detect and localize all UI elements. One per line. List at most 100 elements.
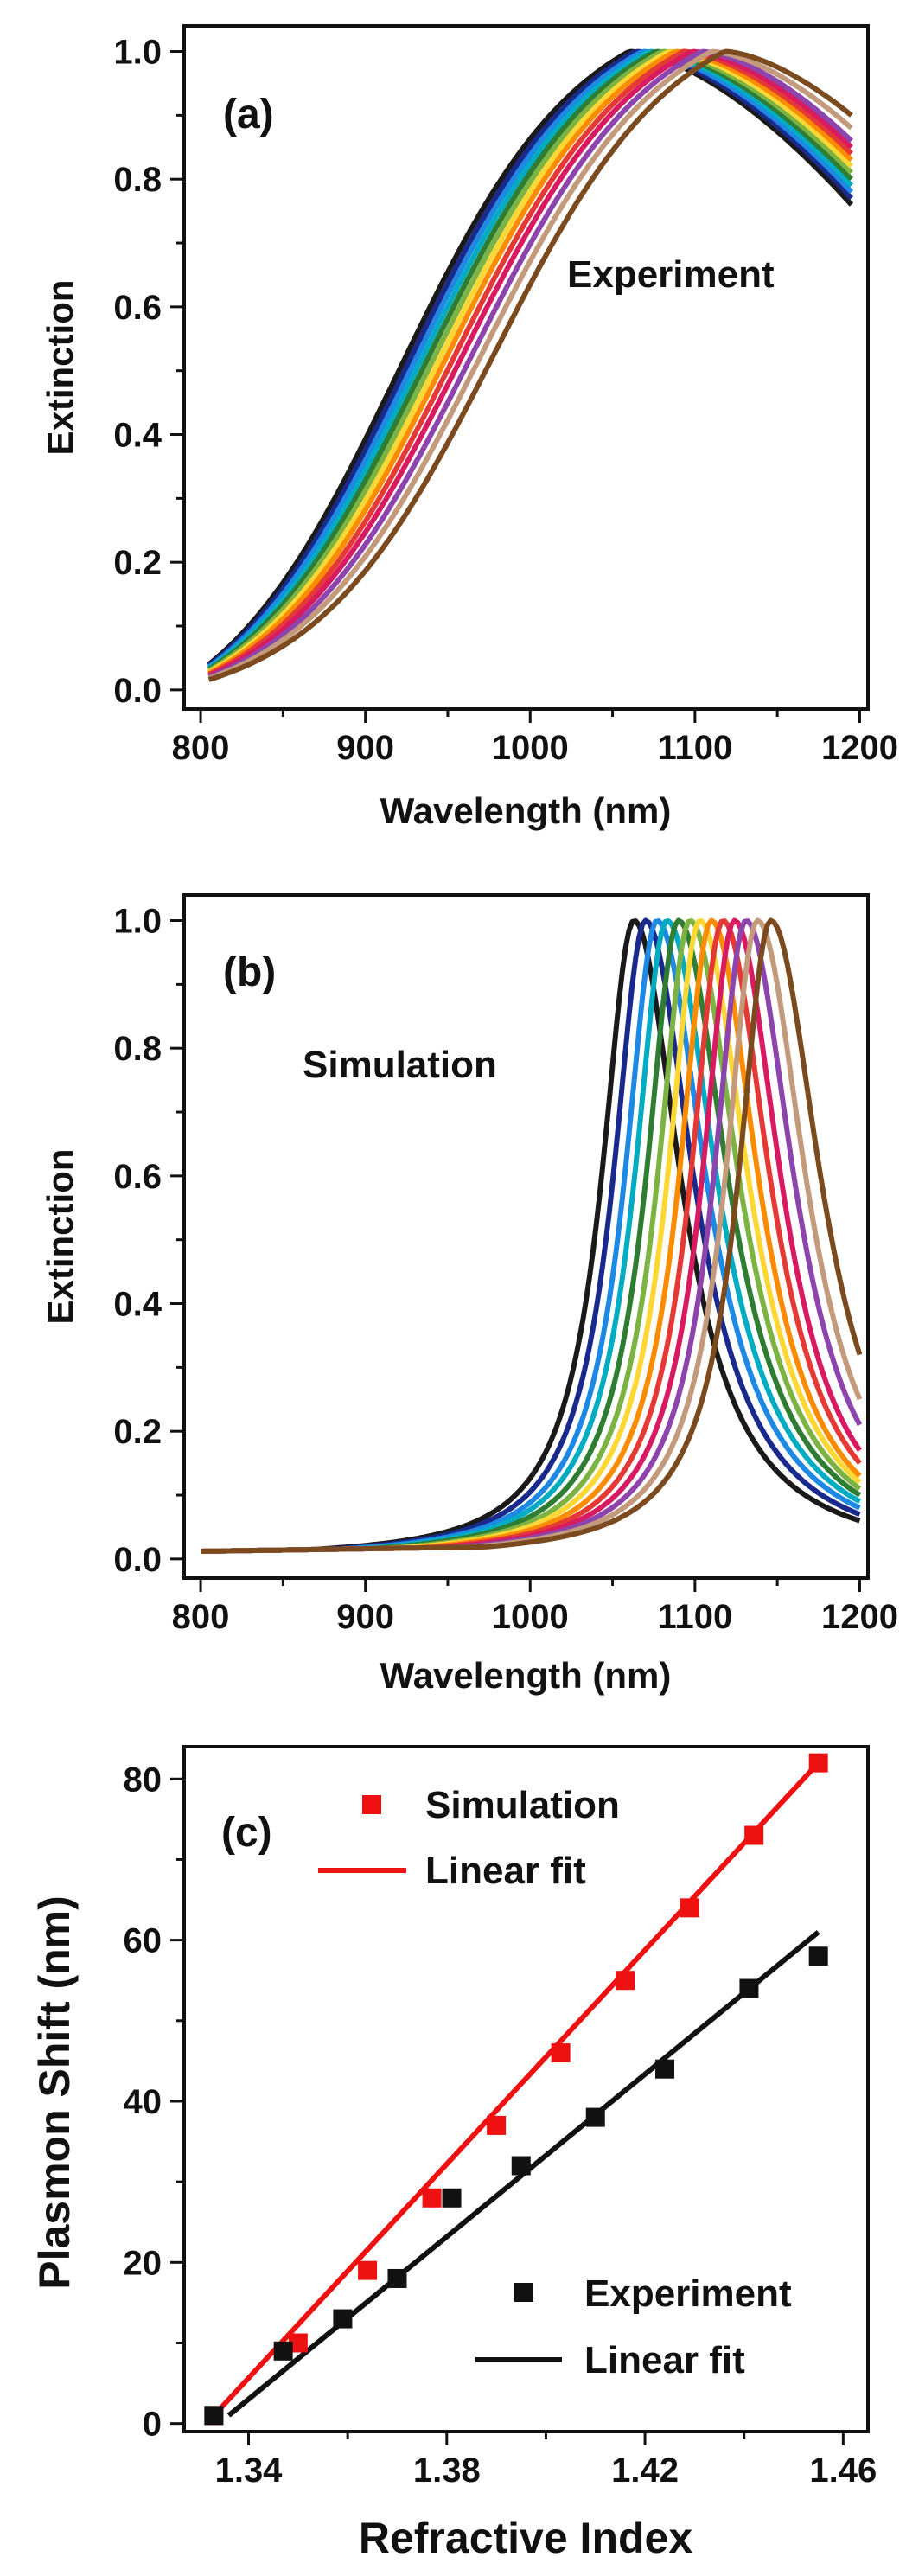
- legend-top: Simulation Linear fit: [318, 1784, 620, 1892]
- curve-n4: [207, 48, 854, 671]
- point-simulation: [288, 2333, 308, 2353]
- panel-c-ylabel: Plasmon Shift (nm): [30, 1895, 79, 2290]
- x-tick-label: 1100: [657, 1598, 732, 1636]
- x-tick-label: 800: [172, 1598, 230, 1636]
- curve-n8: [207, 48, 853, 676]
- y-tick-label: 0.4: [113, 417, 162, 455]
- curve-n9: [207, 48, 853, 677]
- curve-n12: [201, 917, 863, 1554]
- curve-n6: [207, 48, 854, 674]
- point-experiment: [585, 2107, 605, 2127]
- y-tick-label: 0: [143, 2406, 162, 2444]
- y-tick-label: 0.6: [113, 1158, 162, 1196]
- point-simulation: [487, 2115, 507, 2135]
- panel-a-ylabel: Extinction: [40, 279, 80, 455]
- panel-b-tick-labels: 800 900 1000 1100 1200 0.0 0.2 0.4 0.6 0.8 1.0: [113, 903, 898, 1636]
- curve-n11: [207, 48, 853, 680]
- panel-b-ticks: [170, 919, 861, 1592]
- y-tick-label: 0.4: [113, 1286, 162, 1324]
- y-tick-label: 0.8: [113, 161, 162, 199]
- panel-c-label: (c): [221, 1810, 272, 1856]
- x-tick-label: 1.42: [611, 2451, 679, 2490]
- curve-n12: [207, 48, 853, 681]
- legend-sim-fit-label: Linear fit: [425, 1850, 586, 1892]
- panel-c-series: [204, 1753, 828, 2426]
- curve-n7: [207, 48, 854, 674]
- x-tick-label: 1200: [821, 1598, 898, 1636]
- panel-a-annotation: Experiment: [567, 253, 775, 296]
- fit-line-simulation: [212, 1761, 820, 2418]
- curve-n13: [201, 917, 863, 1554]
- point-simulation: [744, 1825, 764, 1845]
- y-tick-label: 1.0: [113, 34, 162, 72]
- legend-experiment-marker: [514, 2283, 533, 2302]
- curve-n8: [201, 917, 862, 1554]
- point-simulation: [358, 2260, 378, 2280]
- panel-b-annotation: Simulation: [303, 1044, 497, 1086]
- x-tick-label: 1.46: [809, 2451, 877, 2490]
- curve-n3: [207, 48, 854, 669]
- y-tick-label: 0.0: [113, 672, 162, 710]
- point-simulation: [616, 1971, 635, 1991]
- panel-a-label: (a): [223, 92, 274, 137]
- legend-bottom: Experiment Linear fit: [475, 2272, 792, 2381]
- point-experiment: [273, 2341, 293, 2361]
- panel-c-xlabel: Refractive Index: [359, 2514, 692, 2562]
- panel-a-curves: [207, 48, 854, 682]
- y-tick-label: 0.2: [113, 544, 162, 582]
- point-simulation: [551, 2043, 571, 2063]
- curve-n7: [201, 918, 862, 1554]
- panel-b-ylabel: Extinction: [40, 1148, 80, 1324]
- point-experiment: [442, 2188, 462, 2208]
- legend-simulation-marker: [362, 1795, 381, 1814]
- legend-simulation-label: Simulation: [425, 1784, 620, 1826]
- legend-experiment-label: Experiment: [584, 2272, 792, 2315]
- point-experiment: [387, 2268, 407, 2288]
- y-tick-label: 20: [124, 2244, 163, 2282]
- panel-c-frame: [182, 1745, 870, 2433]
- x-tick-label: 1100: [657, 729, 732, 767]
- curve-n5: [201, 917, 862, 1554]
- curve-n2: [207, 48, 854, 668]
- curve-n10: [207, 48, 853, 679]
- panel-b-label: (b): [223, 949, 276, 995]
- panel-a-xlabel: Wavelength (nm): [380, 790, 672, 831]
- y-tick-label: 0.0: [113, 1541, 162, 1579]
- point-simulation: [422, 2188, 442, 2208]
- point-experiment: [333, 2309, 353, 2329]
- panel-b-chart: 800 900 1000 1100 1200 0.0 0.2 0.4 0.6 0.8 1.0 (b)…: [40, 893, 898, 1696]
- point-experiment: [808, 1946, 828, 1966]
- panel-c-tick-labels: 1.34 1.38 1.42 1.46 0 20 40 60 80: [124, 1761, 877, 2490]
- point-experiment: [511, 2156, 531, 2176]
- curve-n1: [207, 48, 854, 667]
- y-tick-label: 40: [124, 2083, 163, 2121]
- curve-n13: [207, 48, 853, 682]
- x-tick-label: 900: [336, 1598, 394, 1636]
- y-tick-label: 0.8: [113, 1030, 162, 1068]
- curve-n2: [201, 917, 861, 1554]
- panel-b-xlabel: Wavelength (nm): [380, 1655, 672, 1696]
- x-tick-label: 1000: [492, 729, 569, 767]
- panel-b-curves: [201, 917, 863, 1554]
- x-tick-label: 1000: [492, 1598, 569, 1636]
- panel-c-chart: 1.34 1.38 1.42 1.46 0 20 40 60 80 (c) Simulation…: [30, 1745, 877, 2562]
- panel-b-frame: [182, 893, 870, 1580]
- curve-n10: [201, 917, 862, 1554]
- y-tick-label: 60: [124, 1922, 163, 1960]
- x-tick-label: 1.38: [413, 2451, 481, 2490]
- y-tick-label: 1.0: [113, 903, 162, 941]
- panel-c-ticks: [170, 1777, 845, 2445]
- y-tick-label: 0.6: [113, 289, 162, 327]
- point-simulation: [808, 1753, 828, 1773]
- panel-a-frame: [182, 24, 870, 711]
- point-experiment: [654, 2059, 674, 2079]
- x-tick-label: 800: [172, 729, 230, 767]
- legend-exp-fit-label: Linear fit: [584, 2339, 745, 2381]
- panel-a-chart: 800 900 1000 1100 1200 0.0 0.2 0.4 0.6 0.8 1.0 (a)…: [40, 24, 898, 831]
- y-tick-label: 0.2: [113, 1413, 162, 1451]
- x-tick-label: 900: [336, 729, 394, 767]
- panel-a-ticks: [170, 50, 861, 723]
- curve-n5: [207, 48, 854, 672]
- y-tick-label: 80: [124, 1761, 163, 1799]
- point-experiment: [204, 2406, 224, 2426]
